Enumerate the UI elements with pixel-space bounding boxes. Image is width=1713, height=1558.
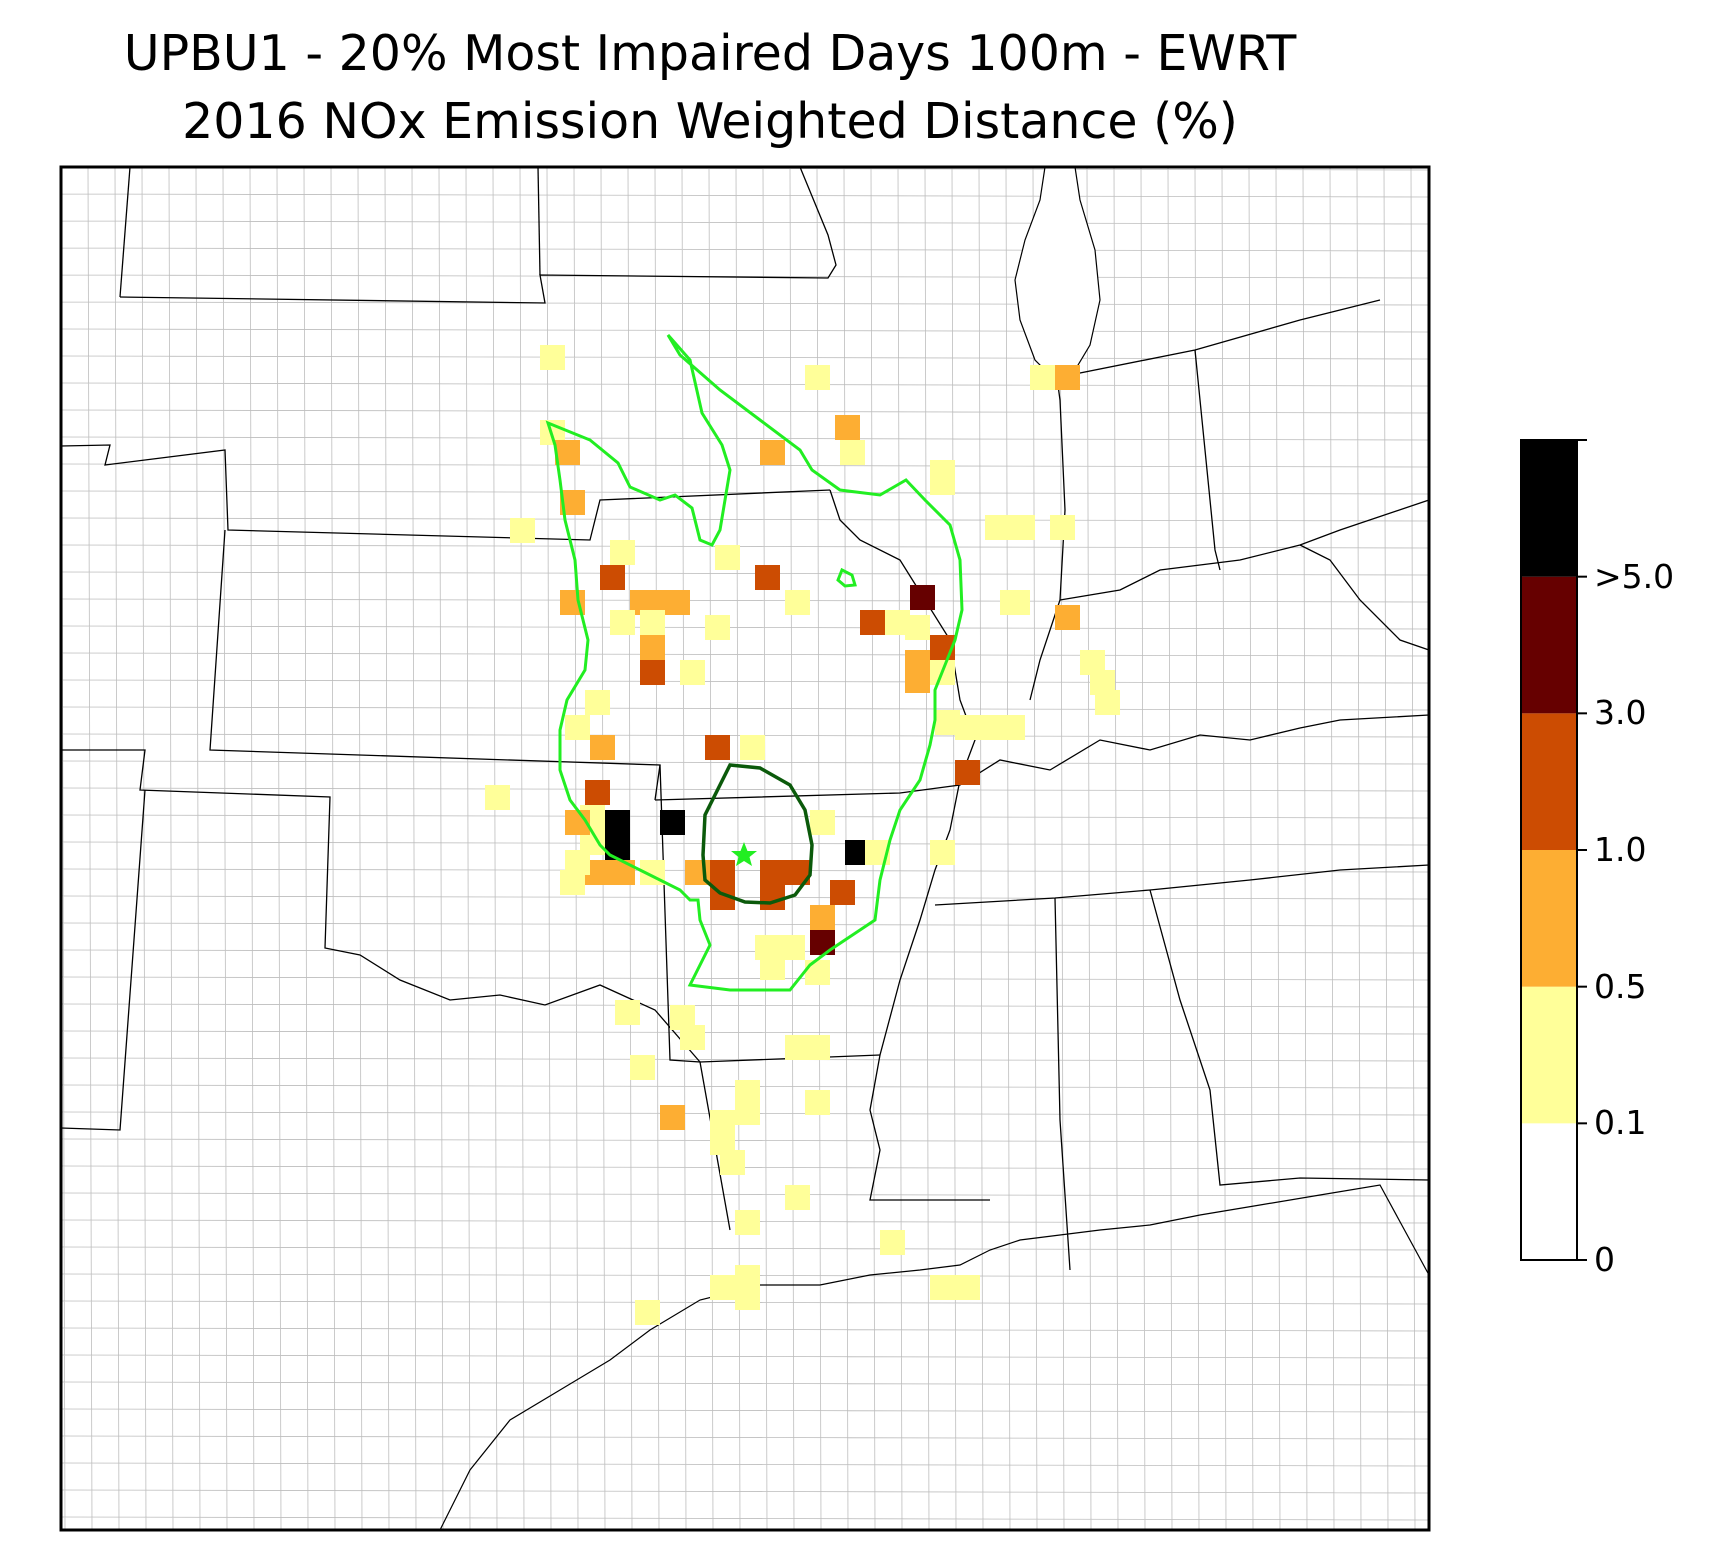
emission-cell: [760, 885, 785, 910]
emission-cell: [590, 735, 615, 760]
emission-cell: [735, 1100, 760, 1125]
outer-contour: [545, 334, 964, 992]
emission-cell: [860, 610, 885, 635]
colorbar-tick-label: 0.5: [1594, 966, 1647, 1006]
colorbar-tick-label: 0: [1594, 1240, 1615, 1279]
emission-cell: [715, 545, 740, 570]
emission-cell: [680, 1025, 705, 1050]
emission-cell: [975, 715, 1000, 740]
emission-cell: [805, 1090, 830, 1115]
emission-cell: [740, 735, 765, 760]
emission-cell: [880, 1230, 905, 1255]
emission-cell: [605, 810, 630, 835]
emission-cell: [705, 735, 730, 760]
emission-cell: [585, 690, 610, 715]
emission-cells: [485, 345, 1120, 1325]
emission-cell: [760, 860, 785, 885]
emission-cell: [630, 1055, 655, 1080]
colorbar-tick-label: >5.0: [1594, 556, 1675, 596]
emission-cell: [710, 1275, 735, 1300]
emission-cell: [635, 1300, 660, 1325]
emission-cell: [565, 715, 590, 740]
colorbar-segment: [1521, 713, 1577, 850]
emission-cell: [485, 785, 510, 810]
emission-cell: [540, 345, 565, 370]
emission-cell: [615, 1000, 640, 1025]
emission-cell: [785, 1185, 810, 1210]
colorbar-segment: [1521, 440, 1577, 577]
emission-cell: [805, 960, 830, 985]
emission-cell: [930, 840, 955, 865]
colorbar-segment: [1521, 576, 1577, 714]
emission-cell: [640, 635, 665, 660]
emission-cell: [1005, 590, 1030, 615]
emission-cell: [755, 565, 780, 590]
emission-cell: [805, 365, 830, 390]
emission-cell: [810, 930, 835, 955]
emission-cell: [985, 515, 1010, 540]
colorbar-tick-label: 3.0: [1594, 693, 1647, 733]
emission-cell: [930, 1275, 955, 1300]
emission-cell: [905, 668, 930, 693]
emission-cell: [665, 590, 690, 615]
emission-cell: [1055, 605, 1080, 630]
emission-cell: [610, 860, 635, 885]
emission-cell: [835, 415, 860, 440]
emission-cell: [710, 860, 735, 885]
emission-cell: [830, 880, 855, 905]
emission-cell: [735, 1285, 760, 1310]
emission-cell: [760, 440, 785, 465]
colorbar-segment: [1521, 1123, 1577, 1260]
emission-cell: [510, 518, 535, 543]
emission-cell: [1055, 365, 1080, 390]
emission-cell: [600, 565, 625, 590]
emission-cell: [610, 610, 635, 635]
inner-contour: [701, 763, 814, 905]
emission-cell: [760, 955, 785, 980]
emission-cell: [955, 1275, 980, 1300]
emission-cell: [1000, 715, 1025, 740]
emission-cell: [1050, 515, 1075, 540]
emission-cell: [1030, 365, 1055, 390]
gulf-coastline: [439, 1184, 1430, 1531]
map-panel: [59, 165, 1431, 1532]
emission-cell: [640, 660, 665, 685]
colorbar-segment: [1521, 850, 1577, 987]
emission-cell: [805, 1035, 830, 1060]
emission-cell: [735, 1210, 760, 1235]
emission-cell: [720, 1150, 745, 1175]
colorbar-segment: [1521, 986, 1577, 1124]
emission-cell: [680, 660, 705, 685]
emission-cell: [955, 760, 980, 785]
emission-cell: [640, 610, 665, 635]
emission-cell: [930, 470, 955, 495]
emission-cell: [610, 540, 635, 565]
emission-cell: [905, 615, 930, 640]
emission-cell: [1095, 690, 1120, 715]
emission-cell: [840, 440, 865, 465]
emission-cell: [555, 440, 580, 465]
emission-cell: [785, 590, 810, 615]
colorbar: [1520, 439, 1587, 1261]
title-line-2: 2016 NOx Emission Weighted Distance (%): [182, 93, 1238, 150]
emission-cell: [660, 810, 685, 835]
outer-contour-small-island: [836, 567, 857, 588]
title-line-1: UPBU1 - 20% Most Impaired Days 100m - EW…: [123, 25, 1297, 82]
colorbar-tick-label: 0.1: [1594, 1103, 1647, 1143]
emission-cell: [810, 810, 835, 835]
monitoring-site-star-icon: [731, 842, 757, 866]
emission-cell: [585, 780, 610, 805]
emission-cell: [705, 615, 730, 640]
emission-cell: [910, 585, 935, 610]
emission-cell: [605, 835, 630, 860]
emission-cell: [660, 1105, 685, 1130]
emission-cell: [560, 870, 585, 895]
colorbar-tick-label: 1.0: [1594, 830, 1647, 869]
emission-cell: [1010, 515, 1035, 540]
emission-cell: [810, 905, 835, 930]
